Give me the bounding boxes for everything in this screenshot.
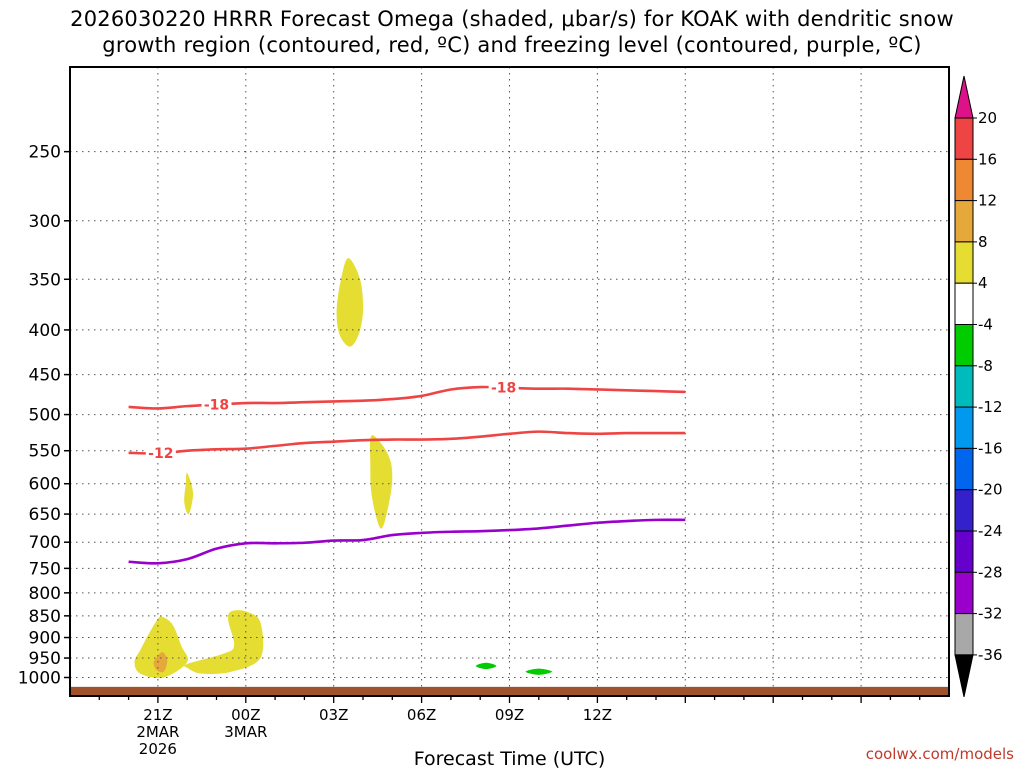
y-tick-label: 500 xyxy=(29,406,61,426)
colorbar-band xyxy=(954,613,974,656)
omega-region xyxy=(475,662,497,670)
y-tick-label: 350 xyxy=(29,270,61,290)
colorbar-tick-label: 16 xyxy=(978,150,997,168)
colorbar-tick-label: 4 xyxy=(978,274,988,292)
contour-label: -12 xyxy=(148,446,173,462)
colorbar-triangle-bottom xyxy=(954,654,974,698)
colorbar-band xyxy=(954,117,974,160)
colorbar-tick-label: 8 xyxy=(978,233,988,251)
chart-title-line-1: 2026030220 HRRR Forecast Omega (shaded, … xyxy=(70,7,954,31)
colorbar-tick-label: -4 xyxy=(978,316,993,334)
credit-text: coolwx.com/models xyxy=(865,745,1014,763)
y-tick-label: 700 xyxy=(29,533,61,553)
y-tick-label: 1000 xyxy=(18,668,61,688)
y-tick-label: 300 xyxy=(29,212,61,232)
contour-label-bg xyxy=(145,444,176,462)
colorbar-band xyxy=(954,571,974,615)
colorbar-band xyxy=(954,282,974,326)
y-tick-label: 250 xyxy=(29,143,61,163)
y-tick-label: 850 xyxy=(29,607,61,627)
contour-lines: -18 -18 -12 xyxy=(128,378,686,565)
omega-region xyxy=(336,258,364,347)
y-tick-label: 950 xyxy=(29,649,61,669)
x-tick-label: 12Z xyxy=(583,706,612,724)
omega-region xyxy=(369,435,393,529)
y-tick-label: 900 xyxy=(29,629,61,649)
colorbar-tick-label: -12 xyxy=(978,398,1003,416)
colorbar: 20 16 12 8 4 -4 -8 -12 -16 -20 -24 -28 -32 -36 xyxy=(954,75,1003,698)
colorbar-band xyxy=(954,406,974,449)
y-tick-label: 800 xyxy=(29,584,61,604)
omega-region xyxy=(525,668,552,675)
colorbar-tick-label: -36 xyxy=(978,646,1003,664)
colorbar-band xyxy=(954,489,974,532)
colorbar-tick-label: -32 xyxy=(978,605,1003,623)
colorbar-triangle-top xyxy=(954,75,974,119)
omega-region xyxy=(134,616,188,679)
contour-label: -18 xyxy=(204,398,229,414)
colorbar-tick-label: -16 xyxy=(978,439,1003,457)
colorbar-tick-label: 12 xyxy=(978,192,997,210)
colorbar-band xyxy=(954,200,974,243)
colorbar-tick-label: -8 xyxy=(978,357,993,375)
colorbar-band xyxy=(954,324,974,367)
y-axis: 2503003504004505005506006507007508008509… xyxy=(18,143,70,688)
omega-region xyxy=(184,472,194,515)
x-tick-label: 2MAR xyxy=(136,723,179,741)
colorbar-band xyxy=(954,530,974,573)
chart-title-line-2: growth region (contoured, red, ºC) and f… xyxy=(102,33,922,57)
omega-shading xyxy=(134,258,552,679)
colorbar-band xyxy=(954,447,974,491)
colorbar-tick-label: 20 xyxy=(978,109,997,127)
y-tick-label: 400 xyxy=(29,321,61,341)
colorbar-band xyxy=(954,241,974,284)
y-tick-label: 650 xyxy=(29,505,61,525)
contour-line xyxy=(128,430,686,455)
x-axis-label: Forecast Time (UTC) xyxy=(414,748,605,768)
grid-lines xyxy=(70,67,949,696)
y-tick-label: 600 xyxy=(29,475,61,495)
colorbar-tick-label: -28 xyxy=(978,563,1003,581)
x-tick-label: 21Z xyxy=(143,706,172,724)
y-tick-label: 750 xyxy=(29,559,61,579)
x-tick-label: 00Z xyxy=(231,706,260,724)
ground-band xyxy=(70,686,949,696)
omega-region xyxy=(183,610,264,675)
x-tick-label: 06Z xyxy=(407,706,436,724)
colorbar-band xyxy=(954,365,974,408)
contour-label: -18 xyxy=(491,381,516,397)
colorbar-tick-label: -24 xyxy=(978,522,1003,540)
y-tick-label: 550 xyxy=(29,442,61,462)
x-tick-label: 2026 xyxy=(139,740,177,758)
contour-label-bg xyxy=(488,378,519,396)
colorbar-tick-label: -20 xyxy=(978,481,1003,499)
colorbar-band xyxy=(954,158,974,202)
x-tick-label: 3MAR xyxy=(224,723,267,741)
contour-line xyxy=(128,518,686,565)
omega-region xyxy=(153,651,168,673)
x-tick-label: 09Z xyxy=(495,706,524,724)
x-tick-label: 03Z xyxy=(319,706,348,724)
contour-label-bg xyxy=(201,395,232,413)
y-tick-label: 450 xyxy=(29,366,61,386)
